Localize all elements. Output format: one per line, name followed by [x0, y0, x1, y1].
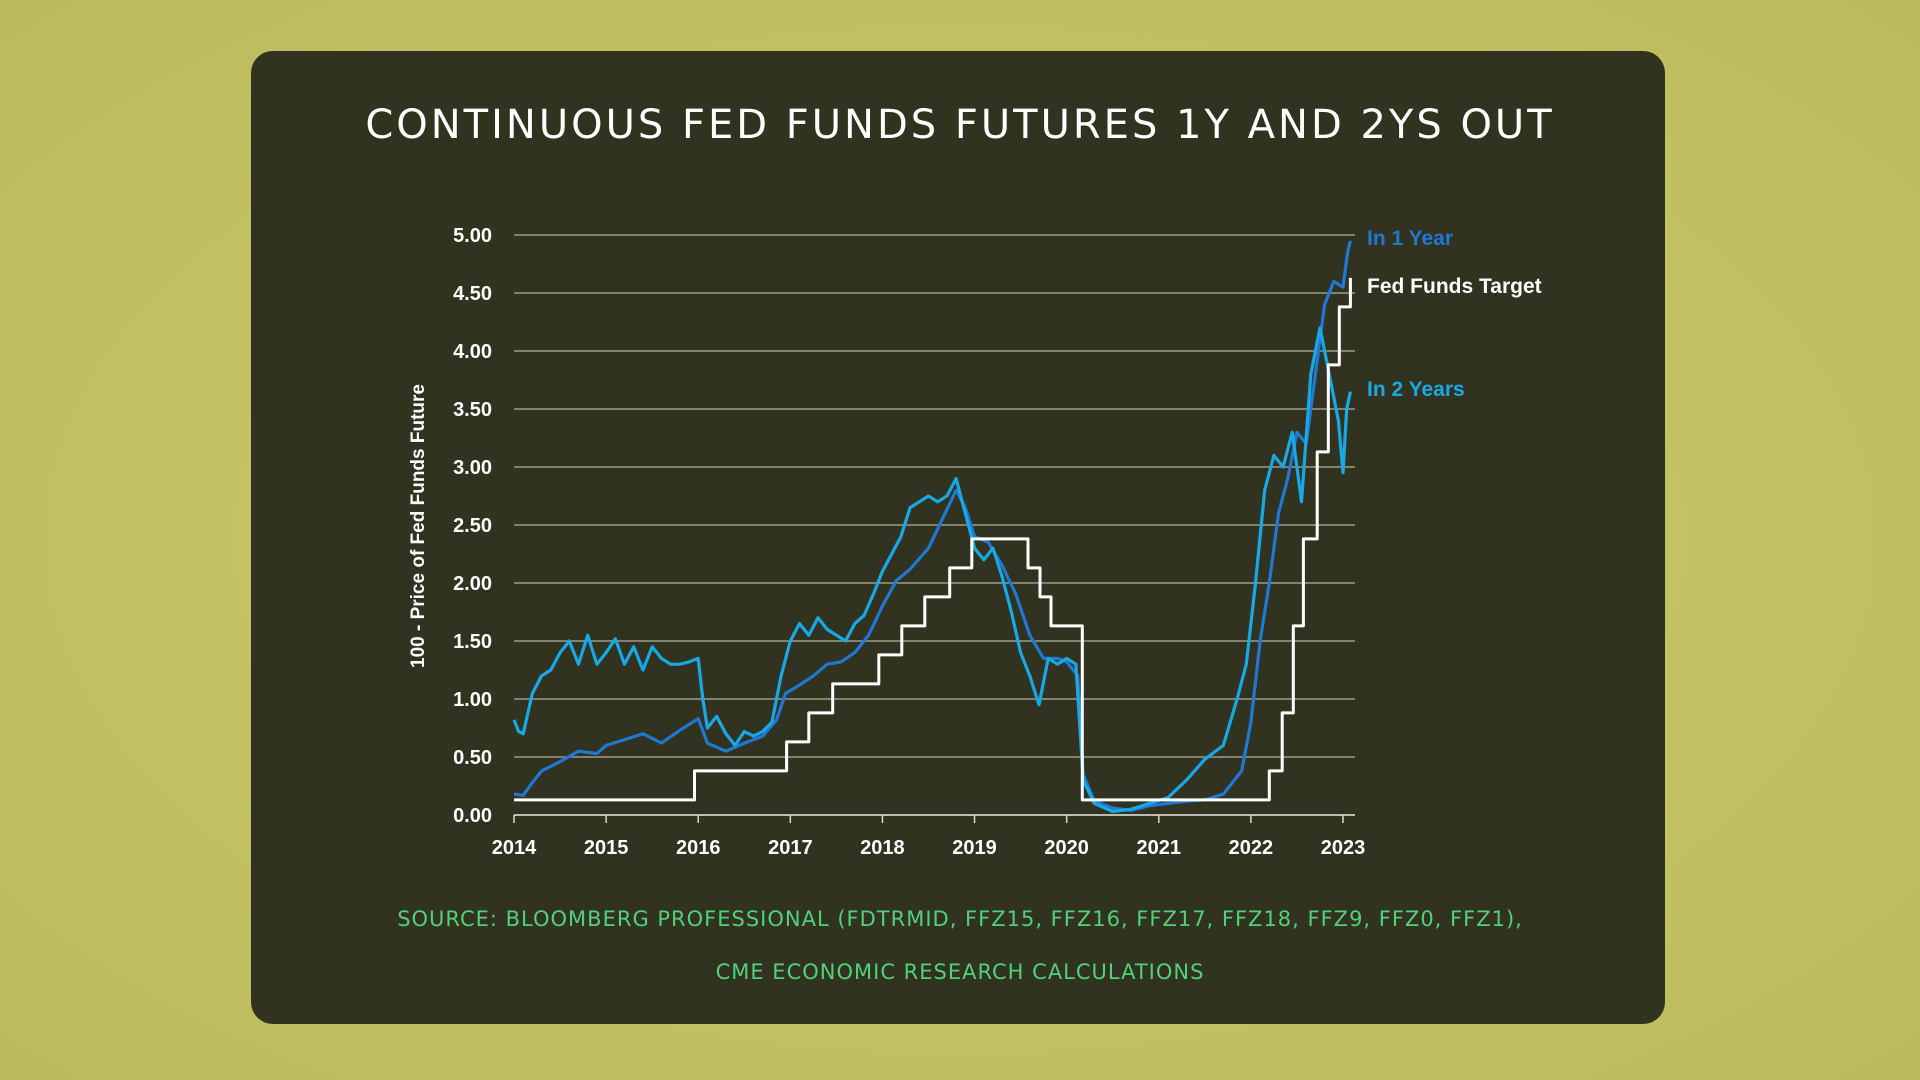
x-tick-label: 2022 [1229, 837, 1274, 859]
y-tick-label: 5.00 [453, 225, 492, 247]
y-tick-label: 3.50 [453, 399, 492, 421]
x-tick-label: 2015 [584, 837, 629, 859]
x-tick-label: 2020 [1044, 837, 1089, 859]
y-tick-label: 0.00 [453, 805, 492, 827]
series-line-in-1-year [513, 240, 1352, 812]
chart-title: CONTINUOUS FED FUNDS FUTURES 1Y AND 2YS … [365, 102, 1555, 148]
chart-card [251, 51, 1665, 1024]
x-tick-label: 2016 [676, 837, 721, 859]
x-tick-label: 2014 [492, 837, 537, 859]
y-tick-label: 4.00 [453, 341, 492, 363]
legend: Fed Funds Target In 1 Year In 2 Years [1367, 227, 1542, 401]
series-line-fed-funds-target [514, 277, 1352, 802]
legend-fed-funds-target: Fed Funds Target [1367, 275, 1542, 298]
y-axis-label: 100 - Price of Fed Funds Future [408, 384, 429, 668]
y-tick-label: 1.00 [453, 689, 492, 711]
y-tick-label: 4.50 [453, 283, 492, 305]
y-tick-label: 0.50 [453, 747, 492, 769]
y-tick-label: 2.00 [453, 573, 492, 595]
y-tick-label: 1.50 [453, 631, 492, 653]
x-tick-label: 2017 [768, 837, 813, 859]
source-line-2: CME ECONOMIC RESEARCH CALCULATIONS [715, 960, 1205, 984]
y-tick-label: 2.50 [453, 515, 492, 537]
y-tick-label: 3.00 [453, 457, 492, 479]
grid-lines [513, 234, 1355, 823]
x-tick-label: 2021 [1137, 837, 1182, 859]
tick-labels: 0.00 0.50 1.00 1.50 2.00 2.50 3.00 3.50 4.00 4.50… [453, 225, 1365, 859]
x-tick-label: 2023 [1321, 837, 1366, 859]
x-tick-label: 2019 [952, 837, 997, 859]
series-line-in-2-years [512, 326, 1352, 814]
legend-in-2-years: In 2 Years [1367, 378, 1465, 401]
source-line-1: SOURCE: BLOOMBERG PROFESSIONAL (FDTRMID,… [397, 907, 1523, 931]
series-lines [512, 240, 1352, 814]
x-tick-label: 2018 [860, 837, 905, 859]
legend-in-1-year: In 1 Year [1367, 227, 1453, 250]
